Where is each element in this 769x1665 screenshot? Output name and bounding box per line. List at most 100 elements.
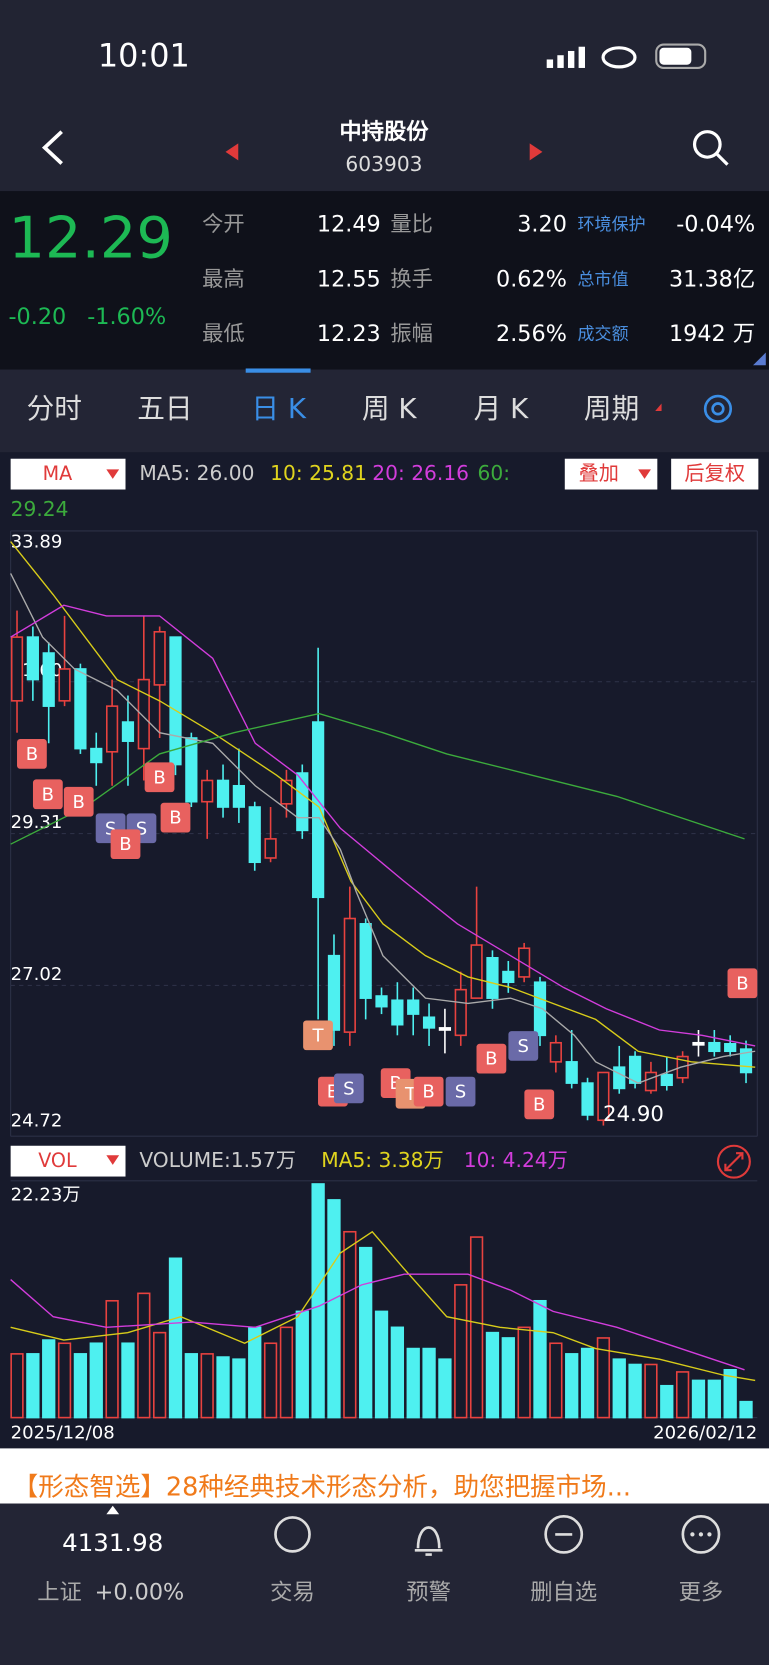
- candle-body: [375, 995, 388, 1008]
- nav-item[interactable]: 更多: [679, 1579, 724, 1605]
- next-stock[interactable]: [529, 143, 543, 161]
- trade-marker: [303, 1020, 333, 1051]
- stat: 换手: [390, 267, 433, 292]
- trade-marker: [445, 1076, 476, 1107]
- price-axis-label: 27.02: [11, 964, 63, 985]
- price-axis-label: 24.72: [11, 1110, 63, 1131]
- overlay-button[interactable]: [564, 458, 658, 490]
- trade-marker: [17, 739, 47, 769]
- candle-body: [105, 705, 119, 753]
- volume-bar: [105, 1299, 119, 1419]
- tab[interactable]: 月 K: [474, 392, 529, 425]
- ma-selector[interactable]: [10, 458, 126, 490]
- header-bg: [0, 0, 769, 192]
- candle-body: [42, 652, 55, 707]
- index-value[interactable]: 4131.98: [62, 1528, 163, 1557]
- nav-item[interactable]: 预警: [406, 1579, 451, 1605]
- more-dots: [690, 1532, 712, 1537]
- tab[interactable]: 周期: [584, 392, 639, 425]
- volume-bar: [121, 1342, 135, 1419]
- stat: 31.38亿: [669, 266, 755, 292]
- volume-bar: [263, 1342, 278, 1419]
- ma-label: MA: [43, 462, 73, 485]
- candle-body: [613, 1066, 626, 1090]
- candle-body: [581, 1082, 594, 1116]
- candle-body: [10, 636, 24, 702]
- vol-ma10-line: [10, 1273, 745, 1371]
- volume-bar: [279, 1326, 294, 1419]
- trade-marker: [144, 762, 175, 793]
- vol-selector[interactable]: [10, 1145, 126, 1177]
- settings-button[interactable]: [703, 394, 733, 423]
- tab[interactable]: 五日: [137, 392, 192, 425]
- stat: 3.20: [517, 212, 567, 238]
- index-arrow: [106, 1505, 120, 1515]
- volume-bar: [485, 1331, 500, 1419]
- stat: 12.49: [317, 212, 381, 238]
- candle-body: [518, 947, 531, 978]
- volume-bar: [422, 1347, 436, 1419]
- volume-bar: [612, 1358, 626, 1419]
- volume-bar: [184, 1353, 198, 1419]
- candle-body: [74, 668, 87, 750]
- nav-item[interactable]: 删自选: [530, 1579, 597, 1605]
- trade-marker-label: S: [518, 1036, 529, 1057]
- nav-item[interactable]: 交易: [270, 1579, 315, 1605]
- trade-marker-label: B: [169, 808, 181, 829]
- tab[interactable]: 周 K: [362, 392, 417, 425]
- volume-bar: [343, 1230, 357, 1419]
- volume-bar: [549, 1342, 563, 1419]
- volume-bar: [739, 1400, 753, 1419]
- ma60: 60:: [478, 461, 511, 485]
- ma5-line: [10, 573, 756, 1084]
- banner-bg[interactable]: [0, 1448, 769, 1504]
- stat: 最低: [202, 321, 245, 346]
- volume-bar: [295, 1310, 309, 1419]
- volume-bar: [390, 1326, 405, 1419]
- stat: 12.55: [317, 266, 381, 292]
- volume-bar: [216, 1356, 230, 1419]
- candle-body: [438, 1027, 452, 1031]
- tab[interactable]: 日 K: [251, 392, 306, 425]
- candle-body: [312, 721, 325, 899]
- prev-stock[interactable]: [225, 143, 239, 161]
- volume-bar: [517, 1326, 531, 1419]
- trade-marker-label: B: [422, 1082, 434, 1103]
- volume-bar: [454, 1284, 468, 1419]
- volume-bar: [26, 1353, 40, 1419]
- volume-bar: [438, 1358, 452, 1419]
- date-end: 2026/02/12: [653, 1423, 757, 1444]
- volume-bar: [675, 1371, 690, 1419]
- status-icons: [546, 43, 707, 70]
- trade-marker: [333, 1073, 364, 1104]
- candle-body: [296, 772, 309, 832]
- tab[interactable]: 分时: [27, 392, 82, 425]
- volume-bar: [57, 1342, 72, 1419]
- candle-body: [185, 737, 198, 803]
- search-button[interactable]: [692, 130, 729, 166]
- ma5: MA5: 26.00: [139, 461, 254, 485]
- candle-body: [565, 1061, 578, 1084]
- tabs: 分时 五日 日 K 周 K 月 K 周期: [27, 392, 640, 425]
- candle-body: [724, 1043, 737, 1053]
- candle-body: [454, 988, 467, 1037]
- price-axis-label: 33.89: [11, 532, 63, 553]
- adjust-button[interactable]: [671, 458, 759, 490]
- date-start: 2025/12/08: [11, 1423, 115, 1444]
- volume-bar: [628, 1363, 642, 1419]
- trade-marker: [524, 1089, 555, 1120]
- banner[interactable]: 【形态智选】28种经典技术形态分析，助您把握市场...: [13, 1473, 631, 1503]
- trade-marker-label: B: [485, 1049, 497, 1070]
- index-name: 上证: [37, 1579, 82, 1605]
- candle-body: [597, 1071, 610, 1122]
- back-button[interactable]: [41, 130, 63, 165]
- volume-bar: [580, 1347, 595, 1419]
- fullscreen-button[interactable]: [716, 1144, 751, 1179]
- trade-marker-label: S: [136, 818, 147, 839]
- candle-body: [502, 970, 515, 984]
- volume-bar: [596, 1337, 611, 1419]
- ma10: 10: 25.81: [270, 461, 367, 485]
- candle-body: [391, 999, 404, 1026]
